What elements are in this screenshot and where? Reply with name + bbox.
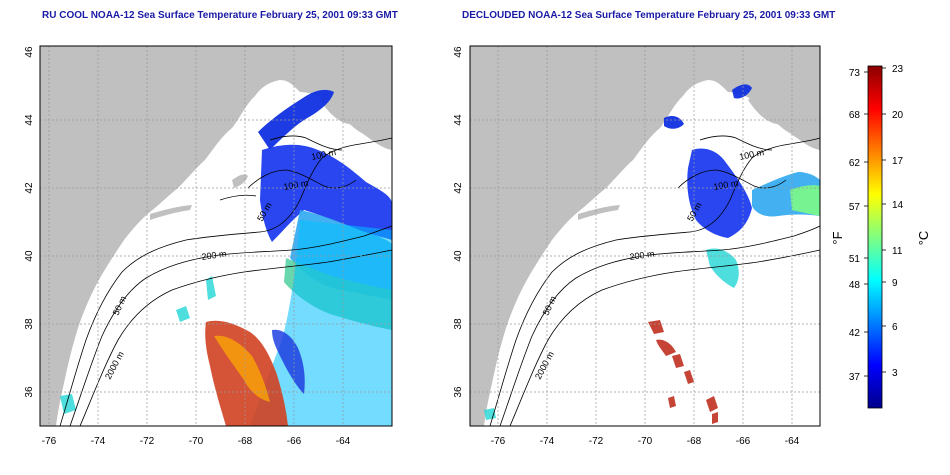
fahrenheit-tick-label: 42 xyxy=(849,328,861,339)
celsius-tick-label: 3 xyxy=(892,368,898,379)
fahrenheit-tick-label: 57 xyxy=(849,202,861,213)
right-map-y-ticks: 36 38 40 42 44 46 xyxy=(453,46,464,398)
contour-label: 100 m xyxy=(713,178,739,192)
celsius-tick-label: 11 xyxy=(892,246,903,257)
right-map-sst-pixels xyxy=(484,84,820,424)
y-tick-label: 40 xyxy=(453,250,464,262)
right-map-nova-scotia xyxy=(748,56,820,125)
colorbar-celsius-ticks: 23 20 17 14 11 9 6 3 xyxy=(892,64,904,379)
left-map-land xyxy=(40,46,392,426)
right-sst-map: 100 m 100 m 50 m 200 m 50 m 2000 m xyxy=(453,45,821,447)
contour-label: 200 m xyxy=(629,249,655,262)
celsius-unit-label: °C xyxy=(916,231,931,246)
x-tick-label: -64 xyxy=(336,436,351,447)
left-map-gridlines xyxy=(40,46,392,426)
y-tick-label: 38 xyxy=(24,318,35,330)
x-tick-label: -74 xyxy=(540,436,555,447)
left-map-title: RU COOL NOAA-12 Sea Surface Temperature … xyxy=(42,10,398,21)
colorbar-fahrenheit-tickmarks xyxy=(864,71,868,377)
x-tick-label: -70 xyxy=(638,436,653,447)
left-map-sst-pixels xyxy=(60,89,392,426)
fahrenheit-tick-label: 37 xyxy=(849,372,861,383)
y-tick-label: 36 xyxy=(453,386,464,398)
x-tick-label: -72 xyxy=(589,436,604,447)
x-tick-label: -66 xyxy=(287,436,302,447)
celsius-tick-label: 9 xyxy=(892,278,898,289)
y-tick-label: 36 xyxy=(24,386,35,398)
fahrenheit-unit-label: °F xyxy=(830,231,845,244)
right-map-title: DECLOUDED NOAA-12 Sea Surface Temperatur… xyxy=(462,10,836,21)
x-tick-label: -76 xyxy=(42,436,57,447)
right-map-contours xyxy=(489,135,821,427)
colorbar-celsius-tickmarks xyxy=(882,67,886,373)
x-tick-label: -66 xyxy=(736,436,751,447)
fahrenheit-tick-label: 73 xyxy=(849,68,861,79)
colorbar-gradient xyxy=(867,65,883,409)
fahrenheit-tick-label: 51 xyxy=(849,254,861,265)
x-tick-label: -76 xyxy=(491,436,506,447)
right-map-gridlines xyxy=(470,46,820,426)
celsius-tick-label: 17 xyxy=(892,156,904,167)
x-tick-label: -64 xyxy=(785,436,800,447)
left-map-x-ticks: -76 -74 -72 -70 -68 -66 -64 xyxy=(42,436,351,447)
celsius-tick-label: 23 xyxy=(892,64,904,75)
left-map-cape-cod xyxy=(232,174,248,188)
left-map-nova-scotia xyxy=(320,56,392,125)
left-sst-map: 100 m 100 m 50 m 200 m 50 m 2000 m xyxy=(24,45,393,447)
left-map-contours xyxy=(59,135,393,427)
x-tick-label: -74 xyxy=(91,436,106,447)
right-map-long-island xyxy=(578,205,620,220)
contour-label: 200 m xyxy=(201,249,227,262)
colorbar-fahrenheit-ticks: 73 68 62 57 51 48 42 37 xyxy=(849,68,861,383)
y-tick-label: 44 xyxy=(453,114,464,126)
y-tick-label: 44 xyxy=(24,114,35,126)
right-map-frame xyxy=(469,45,821,427)
x-tick-label: -72 xyxy=(140,436,155,447)
fahrenheit-tick-label: 48 xyxy=(849,280,861,291)
y-tick-label: 42 xyxy=(453,182,464,194)
y-tick-label: 46 xyxy=(24,46,35,58)
right-map-x-ticks: -76 -74 -72 -70 -68 -66 -64 xyxy=(491,436,800,447)
left-map-long-island xyxy=(150,205,192,220)
celsius-tick-label: 20 xyxy=(892,110,904,121)
contour-label: 100 m xyxy=(283,178,309,192)
temperature-colorbar: 73 68 62 57 51 48 42 37 23 2 xyxy=(830,64,931,409)
fahrenheit-tick-label: 62 xyxy=(849,158,861,169)
y-tick-label: 46 xyxy=(453,46,464,58)
x-tick-label: -70 xyxy=(189,436,204,447)
x-tick-label: -68 xyxy=(687,436,702,447)
left-map-y-ticks: 36 38 40 42 44 46 xyxy=(24,46,35,398)
y-tick-label: 38 xyxy=(453,318,464,330)
right-map-land xyxy=(470,46,820,426)
celsius-tick-label: 14 xyxy=(892,200,904,211)
fahrenheit-tick-label: 68 xyxy=(849,110,861,121)
celsius-tick-label: 6 xyxy=(892,322,898,333)
y-tick-label: 40 xyxy=(24,250,35,262)
left-map-frame xyxy=(39,45,393,427)
y-tick-label: 42 xyxy=(24,182,35,194)
x-tick-label: -68 xyxy=(238,436,253,447)
